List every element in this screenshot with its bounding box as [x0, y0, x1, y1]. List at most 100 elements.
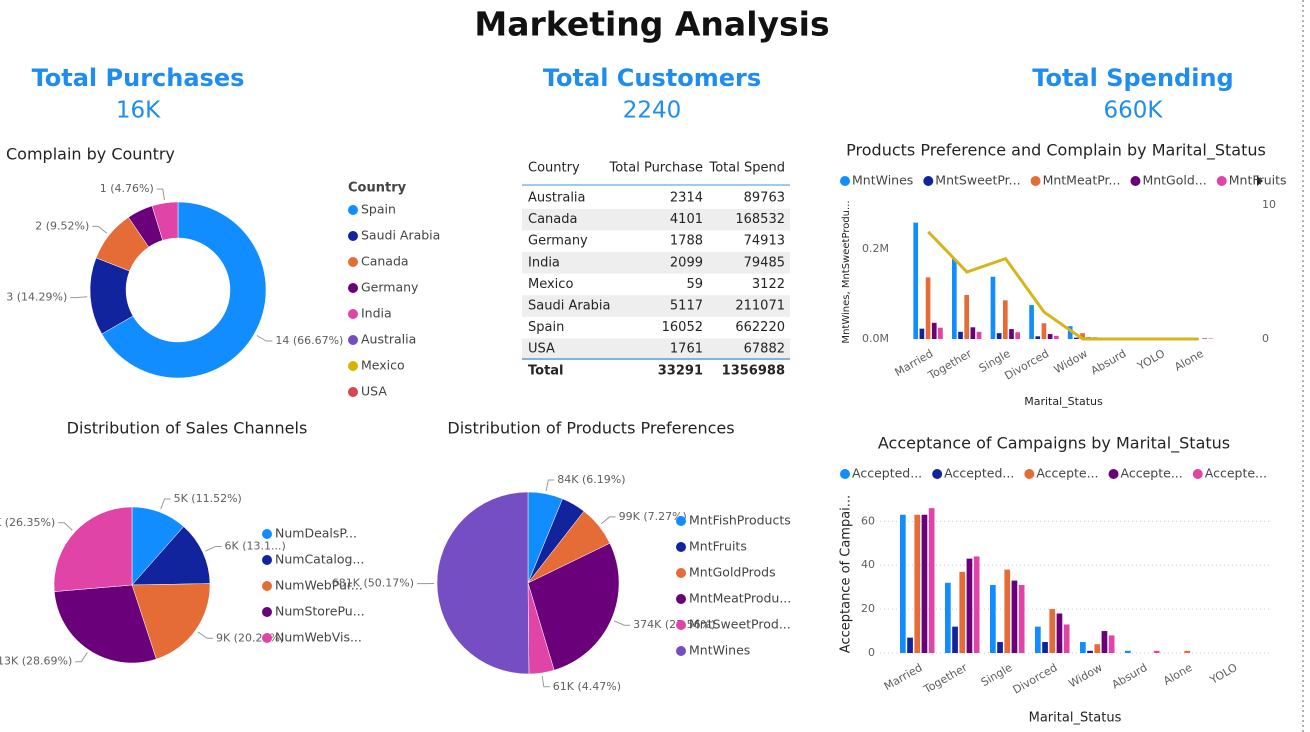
row-band	[522, 295, 790, 317]
legend-marker	[1130, 176, 1141, 186]
bar	[914, 514, 921, 653]
leader-line	[600, 516, 616, 525]
chart-title: Distribution of Products Preferences	[447, 419, 734, 438]
leader-line	[75, 652, 88, 663]
legend-marker	[840, 469, 850, 479]
legend-marker	[348, 205, 358, 215]
kpi-value: 2240	[623, 98, 682, 124]
leader-line	[160, 498, 171, 510]
bar	[1080, 642, 1086, 653]
kpi-label: Total Customers	[543, 64, 761, 92]
page-title: Marketing Analysis	[474, 5, 829, 44]
leader-line	[70, 296, 88, 299]
table-cell: Saudi Arabia	[528, 299, 611, 314]
legend-label: NumDealsP...	[275, 526, 357, 541]
legend-title: Country	[348, 181, 407, 196]
bar	[1035, 626, 1041, 653]
bar	[1004, 569, 1011, 653]
table-cell: Spain	[528, 320, 564, 335]
legend-marker	[676, 542, 686, 552]
bar	[1108, 635, 1115, 653]
line-series	[927, 230, 1199, 341]
legend-marker	[262, 633, 272, 643]
legend-marker	[840, 176, 850, 186]
bar	[945, 582, 951, 653]
bar	[1009, 329, 1014, 339]
y-tick-label: 60	[861, 514, 875, 527]
bar	[1080, 333, 1085, 339]
legend-label: NumCatalog...	[275, 552, 364, 567]
table-cell: 168532	[735, 212, 785, 227]
legend-marker	[1030, 176, 1041, 186]
table-cell: 2314	[670, 191, 703, 206]
kpi-value: 660K	[1104, 98, 1164, 124]
legend-marker	[932, 469, 943, 479]
bar	[1056, 613, 1063, 653]
bar	[1049, 609, 1056, 653]
data-label: 2 (9.52%)	[35, 219, 89, 232]
legend-label: NumStorePu...	[275, 604, 365, 619]
bar	[997, 642, 1003, 653]
bar	[1087, 650, 1093, 653]
bar	[1208, 338, 1214, 339]
table-total: Total	[528, 363, 564, 378]
bar	[1063, 624, 1070, 653]
bar	[1035, 336, 1041, 339]
y-tick-label: 40	[861, 558, 875, 571]
row-band	[522, 252, 790, 274]
chart-title: Distribution of Sales Channels	[67, 419, 308, 438]
y2-tick-label: 10	[1262, 198, 1276, 211]
bar	[913, 222, 919, 339]
legend-marker	[262, 581, 272, 591]
leader-line	[197, 631, 213, 639]
data-label: 14 (66.67%)	[275, 334, 343, 347]
table-cell: 5117	[670, 299, 703, 314]
table-cell: 1788	[670, 234, 703, 249]
bar	[1029, 305, 1034, 339]
bar	[1041, 323, 1047, 339]
slice	[436, 491, 530, 675]
slice	[54, 584, 157, 664]
bar	[928, 508, 935, 653]
legend-label: MntMeatPr...	[1043, 173, 1121, 188]
table-cell: Germany	[528, 234, 588, 249]
legend-marker	[676, 646, 686, 656]
slice	[101, 201, 267, 379]
legend-marker	[262, 555, 272, 565]
legend-label: Accepte...	[1205, 466, 1267, 481]
bar	[951, 258, 957, 339]
bar	[907, 637, 913, 653]
x-axis-title: Marital_Status	[1024, 395, 1103, 408]
legend-label: Australia	[361, 332, 416, 347]
legend-marker	[676, 594, 686, 604]
bar	[996, 333, 1002, 339]
row-band	[522, 338, 790, 360]
data-label: 13K (28.69%)	[0, 655, 72, 668]
legend-marker	[1024, 469, 1035, 479]
data-label: 5K (11.52%)	[174, 492, 242, 505]
legend-label: MntFruits	[689, 539, 747, 554]
table-cell: 89763	[744, 191, 785, 206]
table-cell: 67882	[744, 342, 785, 357]
bar	[952, 626, 958, 653]
legend-label: Spain	[361, 202, 396, 217]
bar	[1053, 335, 1059, 339]
legend-label: MntFishProducts	[689, 513, 791, 528]
legend-next-button[interactable]	[1257, 176, 1263, 186]
legend-label: Saudi Arabia	[361, 228, 440, 243]
table-cell: 59	[686, 277, 703, 292]
legend-label: Accepted...	[944, 466, 1014, 481]
slice	[151, 201, 179, 241]
leader-line	[545, 479, 555, 491]
legend-label: Accepte...	[1121, 466, 1183, 481]
bar	[1011, 580, 1018, 653]
table-cell: Australia	[528, 191, 586, 206]
leader-line	[613, 620, 631, 626]
table-total: 33291	[658, 363, 703, 378]
data-label: 99K (7.27%)	[619, 510, 687, 523]
table-cell: 662220	[735, 320, 785, 335]
y-tick-label: 0.2M	[862, 242, 889, 255]
data-label: 9K (20.24%)	[216, 631, 284, 644]
y-tick-label: 0	[868, 646, 875, 659]
legend-label: MntWines	[852, 173, 913, 188]
